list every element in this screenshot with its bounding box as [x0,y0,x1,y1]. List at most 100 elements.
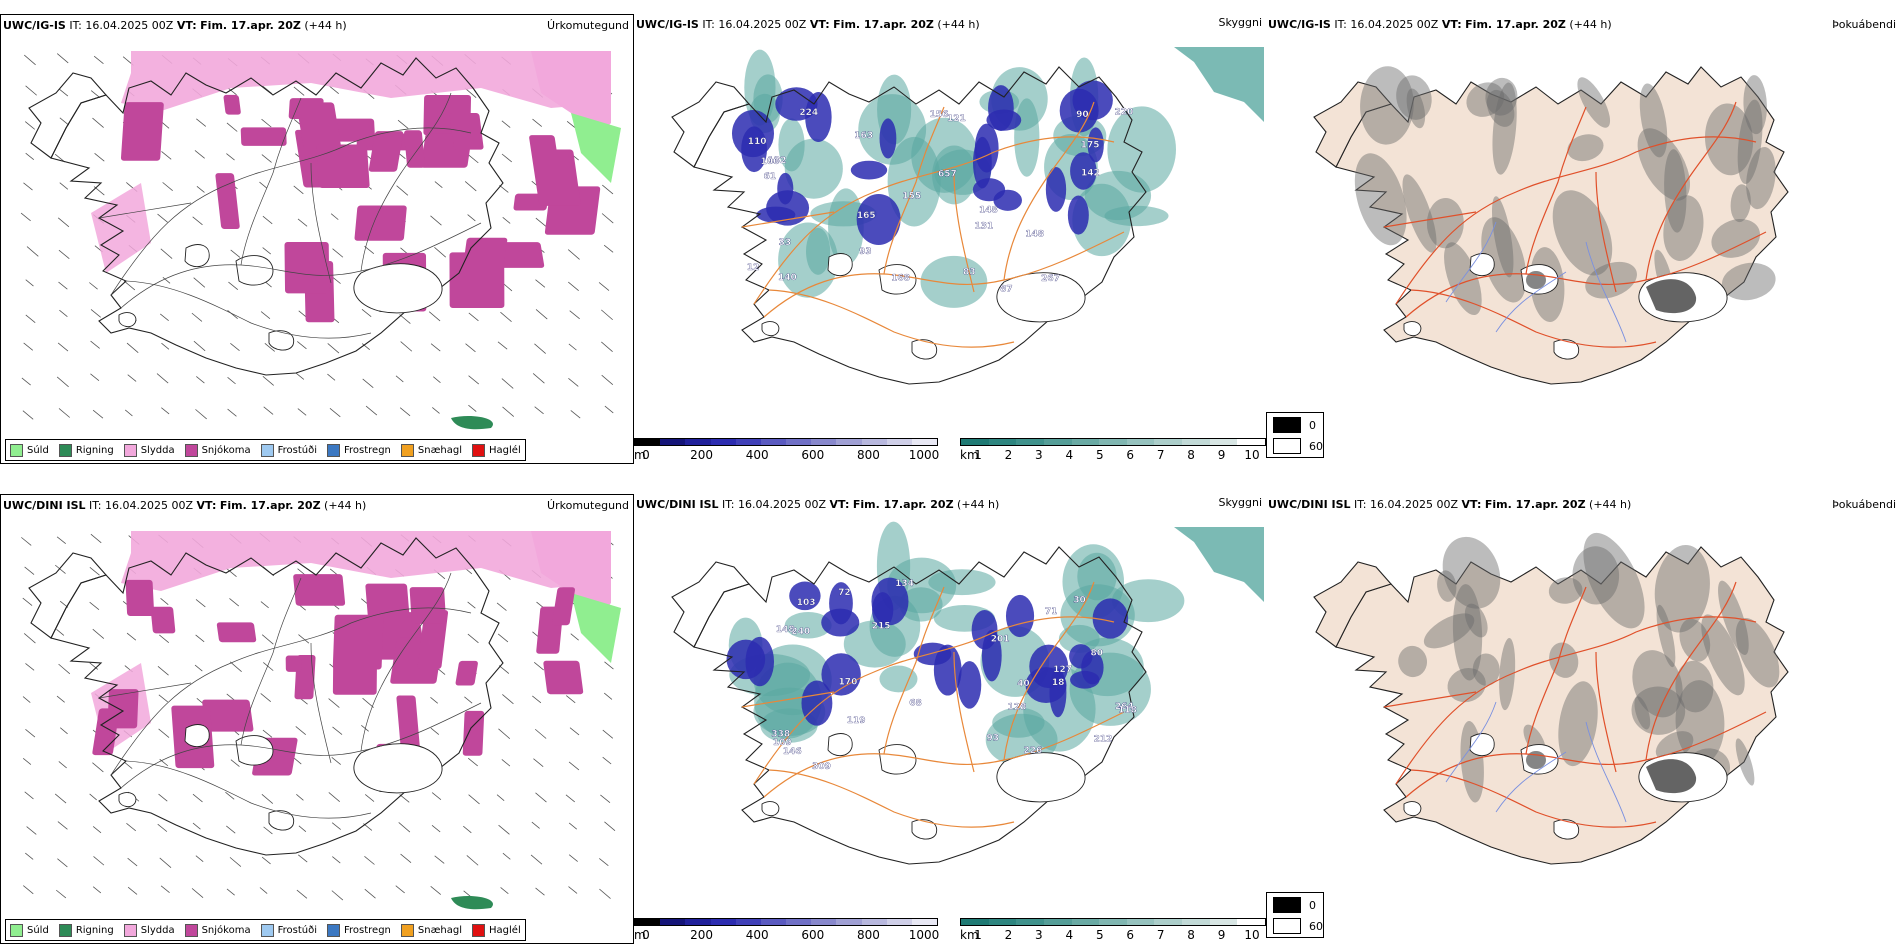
colorbar-bin [1209,919,1238,925]
fog-shading [1634,696,1651,730]
road-line [1410,769,1657,828]
wind-barb [227,310,238,320]
panel-title: Skyggni [1218,496,1262,509]
wind-barb [570,410,581,419]
colorbar-tick-label: 2 [1004,928,1013,942]
cloudbase-map: 148 309 109 93 170 212 338 264 30 40 128 72 80 226 134… [671,521,1264,865]
colorbar-bin [735,439,761,445]
wind-barb [570,633,579,641]
legend-label: Súld [27,444,49,456]
wind-barb [502,852,511,860]
cloudbase-area [871,577,909,626]
colorbar-bin [1237,439,1266,445]
wind-barb [327,343,340,354]
wind-barb [59,88,69,97]
wind-barb [502,694,514,705]
snow-area [296,102,342,150]
wind-barb [59,309,68,318]
wind-barb [230,759,240,767]
wind-barb [225,791,235,800]
wind-barb [89,662,99,670]
wind-barb [56,695,65,703]
snow-area [284,242,330,294]
road-line [753,136,1115,305]
wind-barb [599,858,609,867]
iceland-outline [50,537,504,856]
wind-barb [57,217,70,228]
fog-shading [1675,680,1725,764]
wind-barb [56,628,65,636]
wind-barb [262,247,271,255]
fog-shading [1398,645,1428,678]
road-line [310,162,332,284]
wind-barb [22,757,32,765]
colorbar-bin [660,919,686,925]
cloudbase-value-label: 68 [909,698,922,708]
wind-barb [259,181,268,189]
snow-area [202,699,254,732]
colorbar-tick-label: 800 [856,928,880,942]
wind-barb [161,151,172,160]
wind-barb [432,407,440,414]
issue-time: 16.04.2025 00Z [738,498,827,511]
wind-barb [566,695,576,704]
road-line [768,289,1015,348]
fog-shading [1577,77,1611,128]
model-name: UWC/IG-IS [3,19,66,32]
colorbar-bin [886,439,912,445]
legend-item: Rigning [58,923,114,937]
cloudbase-value-label: 30 [1073,596,1086,606]
wind-barb [92,826,102,834]
westfjords-outline [671,561,750,648]
wind-barb [24,121,36,130]
colorbar-tick-label: 8 [1187,928,1195,942]
wind-barb [332,248,344,258]
legend-label: Súld [27,924,49,936]
cloudbase-value-label: 134 [895,579,914,589]
wind-barb [498,824,510,835]
wind-barb [90,533,102,544]
river-line [1585,241,1627,343]
westfjords-outline [28,72,107,159]
legend-item: Snæhagl [400,923,462,937]
fog-shading [1442,536,1501,609]
colorbar-bin [760,439,787,445]
colorbar-tick-label: 3 [1035,448,1043,462]
legend-swatch [184,923,198,937]
model-name: UWC/DINI ISL [1268,498,1351,511]
wind-barb [162,182,173,191]
wind-barb [601,213,614,224]
wind-barb [93,856,105,866]
wind-barb [362,378,374,389]
wind-barb [331,757,341,765]
colorbar-bin [1016,919,1044,925]
colorbar-bin [1154,919,1183,925]
wind-barb [465,343,476,353]
wind-barb [158,793,168,802]
fog-shading [1663,195,1704,261]
wind-barb [89,601,100,611]
cloudbase-colorbar: m 0 200 400 600 800 1000 [634,918,939,944]
legend-swatch [58,443,72,457]
colorbar-bin [786,439,812,445]
wind-barb [157,213,168,223]
cloudbase-value-label: 93 [987,734,1000,744]
fog-shading [1485,77,1518,116]
legend-label: Frostúði [277,924,317,936]
wind-barb [361,308,372,318]
wind-barb [467,757,478,767]
wind-barb [161,342,170,350]
wind-barb [364,855,375,865]
fog-legend-swatch [1273,897,1301,913]
wind-barb [92,886,102,894]
precip-panel-top: UWC/IG-IS IT: 16.04.2025 00Z VT: Fim. 17… [0,14,634,464]
wind-barb [25,729,36,738]
issue-label: IT: [1334,18,1347,31]
road-line [1405,711,1767,798]
fog-shading [1481,217,1527,303]
fog-legend-row: 60 [1273,918,1323,934]
cloudbase-area [1072,80,1113,121]
wind-barb [157,666,169,676]
colorbar-unit: m [634,448,646,462]
road-line [741,211,835,228]
